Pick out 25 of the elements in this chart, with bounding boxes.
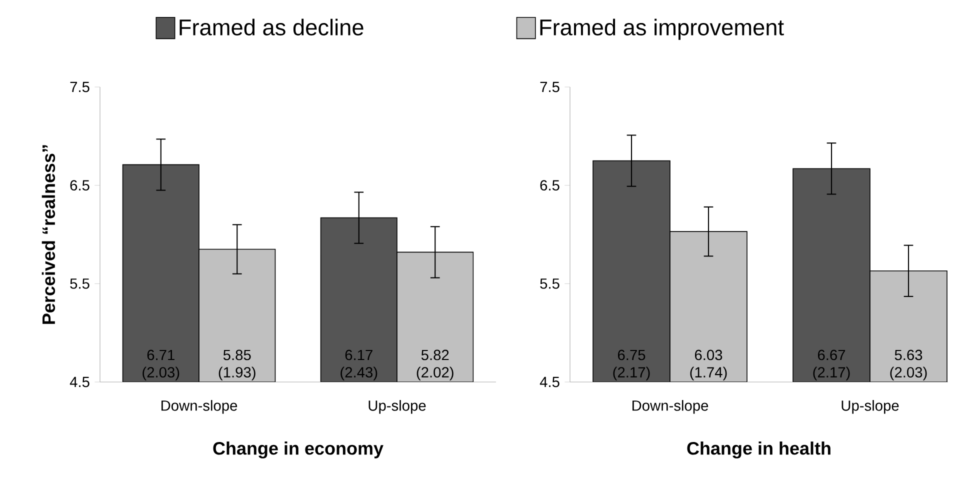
legend-label: Framed as decline [180,18,364,36]
legend-label: Framed as improvement [540,18,784,40]
y-axis-title: Perceived “realness” [42,145,56,324]
x-axis-title: Change in health [687,442,830,458]
data-label: 5.82 (2.02) [416,350,454,380]
y-tick-label: 4.5 [70,376,90,388]
data-label: 6.75 (2.17) [613,350,650,380]
data-label: 6.03 (1.74) [690,350,727,380]
x-tick-label: Up-slope [368,400,426,414]
y-tick-label: 7.5 [540,82,560,92]
data-label: 6.71 (2.03) [142,350,180,380]
y-tick-label: 4.5 [540,376,560,388]
data-label: 6.17 (2.43) [340,350,378,380]
x-axis-title: Change in economy [213,442,384,458]
data-label: 6.67 (2.17) [813,350,850,380]
y-tick-label: 6.5 [70,180,90,191]
x-tick-label: Up-slope [842,400,899,414]
y-tick-label: 5.5 [540,278,560,289]
y-tick-label: 6.5 [540,180,560,191]
y-tick-label: 5.5 [70,278,90,289]
y-tick-label: 7.5 [70,82,90,92]
x-tick-label: Down-slope [632,400,708,414]
data-label: 5.63 (2.03) [890,350,927,380]
data-label: 5.85 (1.93) [218,350,256,380]
x-tick-label: Down-slope [161,400,238,414]
